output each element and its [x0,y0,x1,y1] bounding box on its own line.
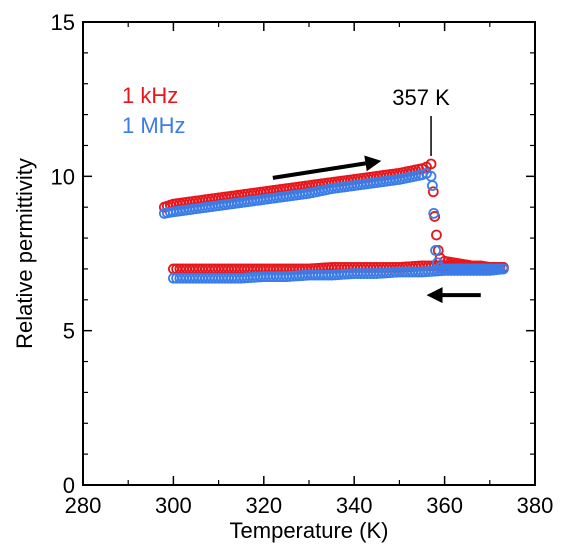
data-point-1-mhz [430,245,441,256]
x-tick-label: 280 [65,493,102,518]
data-point-1-mhz [426,180,438,191]
x-tick-label: 340 [336,493,373,518]
x-tick-label: 360 [426,493,463,518]
x-tick-label: 380 [517,493,554,518]
y-tick-label: 15 [51,10,75,35]
data-point-1-mhz [171,272,183,284]
x-tick-label: 300 [155,493,192,518]
y-tick-label: 5 [63,319,75,344]
y-tick-label: 10 [51,164,75,189]
data-point-1-khz [425,158,437,170]
transition-annotation: 357 K [392,85,450,110]
x-axis-title: Temperature (K) [230,518,389,543]
x-tick-label: 320 [245,493,282,518]
heating-arrow [272,155,382,180]
data-point-1-khz [431,229,442,241]
data-point-1-mhz [428,207,440,219]
tick-labels: 280 300 320 340 360 380 0 5 10 15 [51,10,554,518]
cooling-arrow [426,287,481,304]
legend-entry-1khz: 1 kHz [122,83,178,108]
data-point-1-khz [427,186,439,198]
data-point-1-mhz [167,272,179,284]
y-axis-title: Relative permittivity [12,158,37,349]
data-points [158,158,509,284]
data-point-1-mhz [174,272,186,284]
y-tick-label: 0 [63,473,75,498]
axis-ticks [82,21,536,486]
legend-entry-1mhz: 1 MHz [122,113,186,138]
